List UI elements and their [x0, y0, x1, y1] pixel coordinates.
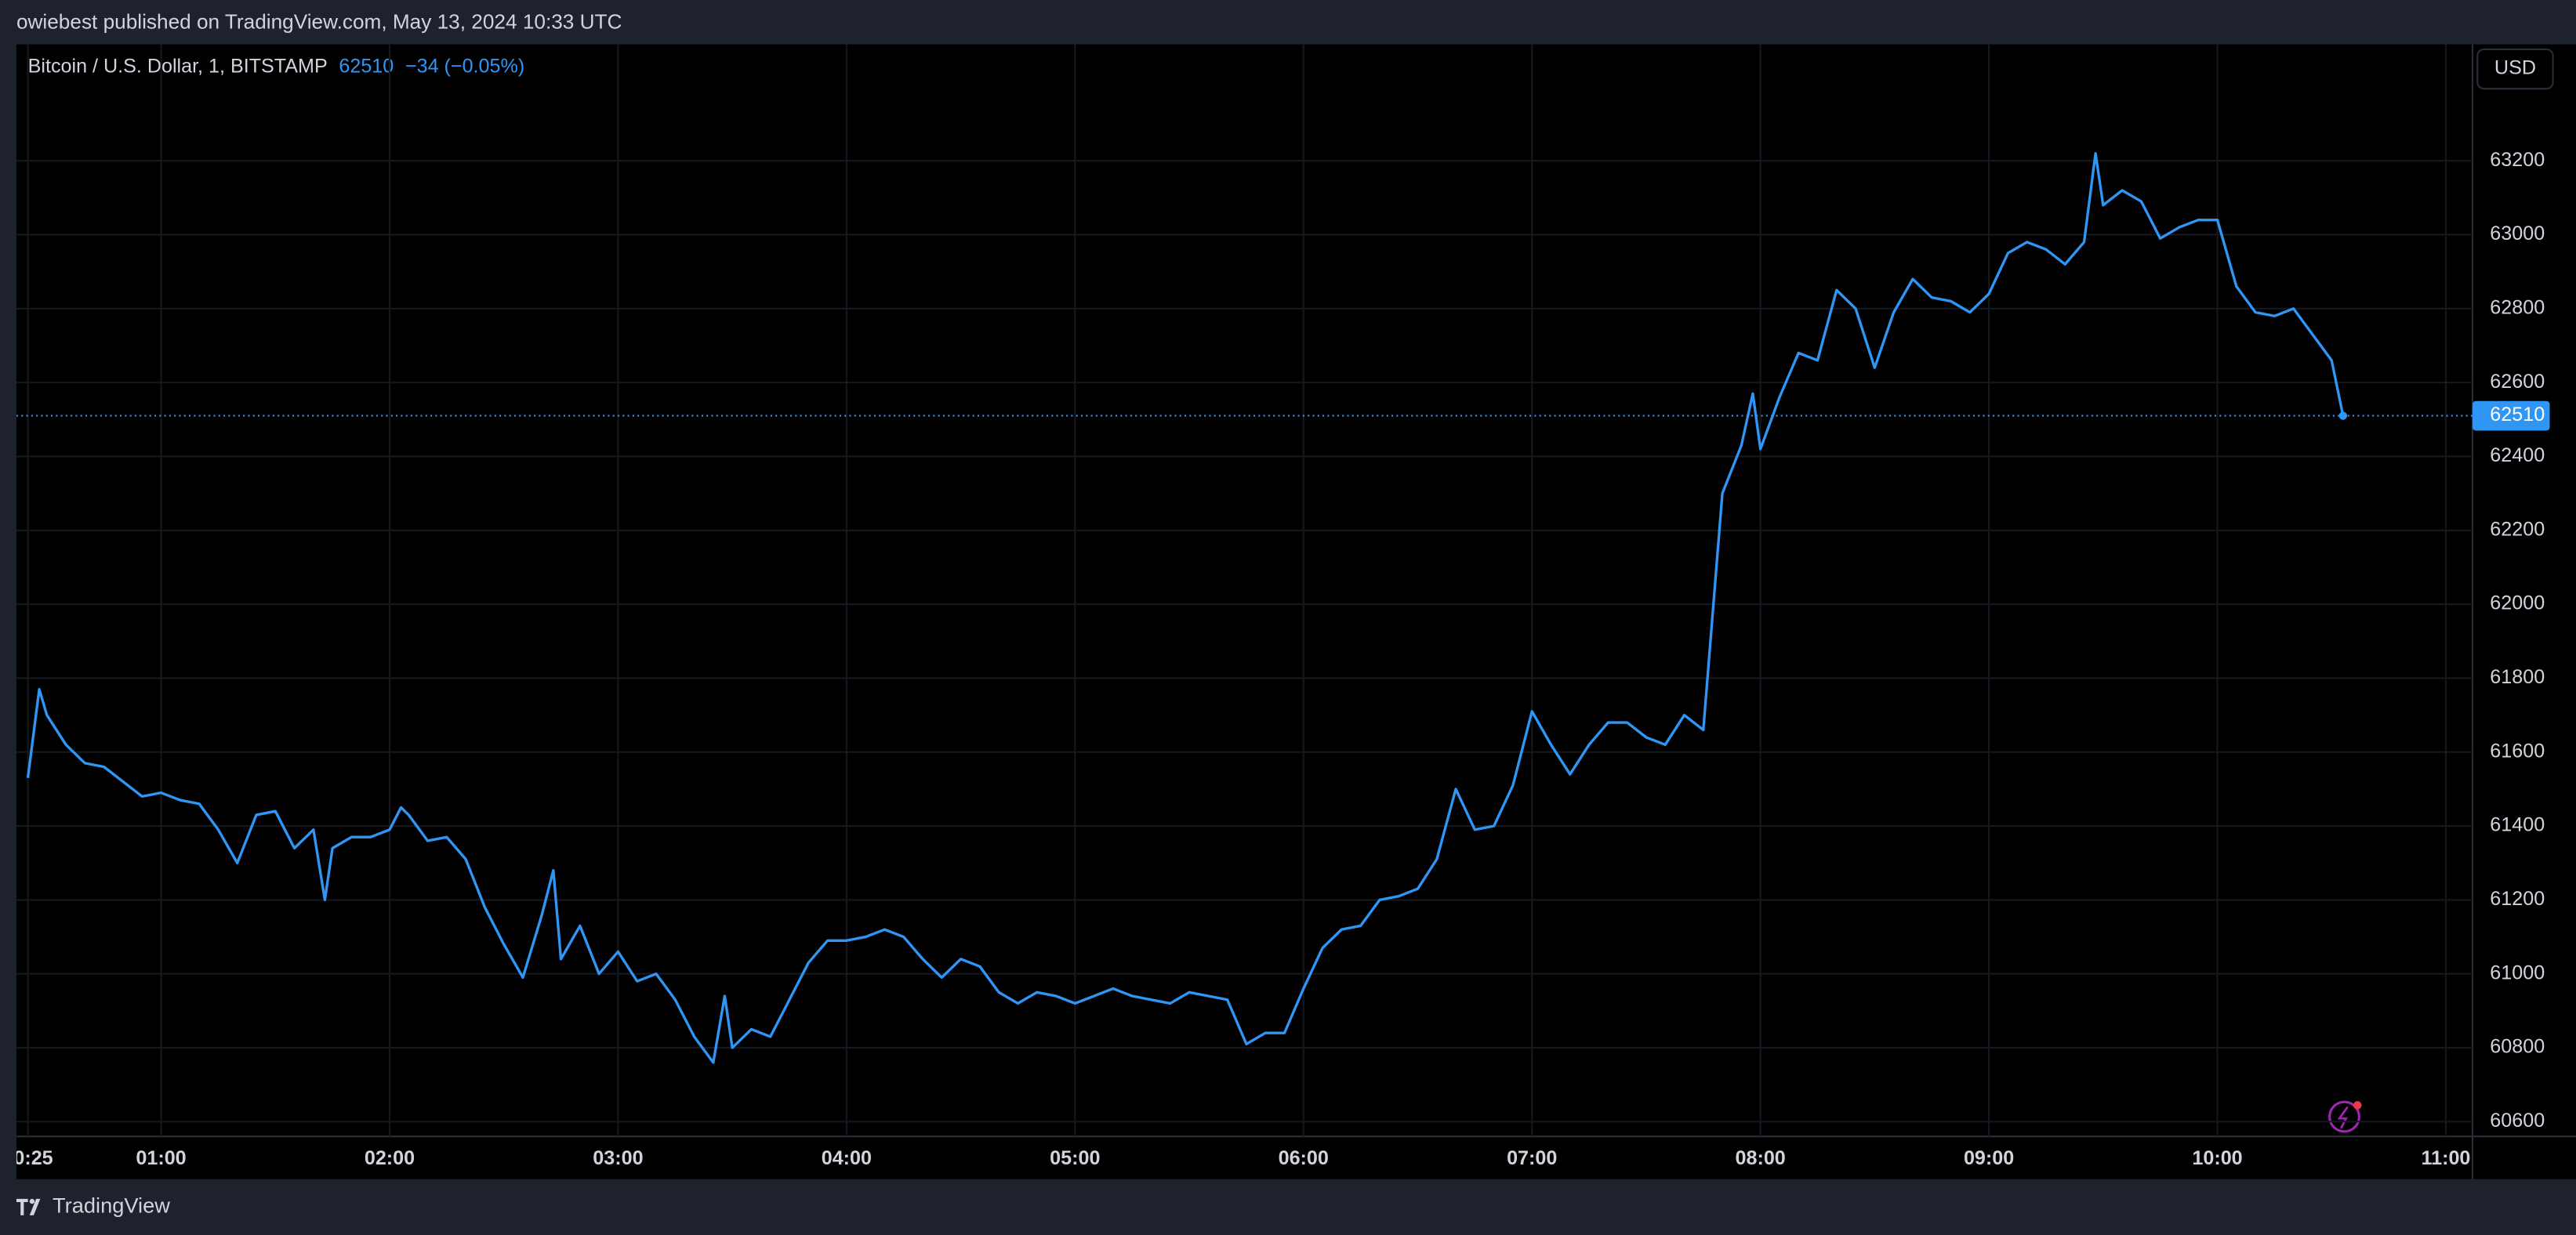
x-tick-label: 04:00 [822, 1147, 872, 1169]
x-tick-label: 06:00 [1279, 1147, 1329, 1169]
time-axis: 00:25 01:00 02:00 03:00 04:00 05:00 06:00 07:00… [2, 1147, 2471, 1169]
y-tick-label: 62400 [2490, 444, 2545, 466]
plot [16, 152, 2473, 1064]
price-axis: 60600 60800 61000 61200 61400 61600 61800 62000… [2472, 149, 2550, 1132]
chart-area [16, 44, 2576, 1179]
y-tick-label: 61800 [2490, 666, 2545, 688]
grid [16, 44, 2473, 1137]
y-tick-label: 63200 [2490, 149, 2545, 171]
price-line [26, 152, 2345, 1064]
last-price-tag [2472, 400, 2550, 431]
y-tick-label: 61200 [2490, 888, 2545, 910]
x-tick-label: 08:00 [1736, 1147, 1786, 1169]
last-price-label: 62510 [2490, 404, 2545, 426]
symbol[interactable]: Bitcoin / U.S. Dollar, 1, BITSTAMP [28, 56, 328, 78]
y-tick-label: 62200 [2490, 518, 2545, 540]
x-tick-label: 05:00 [1050, 1147, 1100, 1169]
y-tick-label: 62600 [2490, 371, 2545, 393]
last-price: 62510 [339, 56, 394, 78]
x-tick-label: 01:00 [136, 1147, 186, 1169]
x-tick-label: 09:00 [1964, 1147, 2014, 1169]
x-tick-label: 00:25 [2, 1147, 53, 1169]
x-tick-label: 03:00 [593, 1147, 643, 1169]
y-tick-label: 61400 [2490, 814, 2545, 836]
footer-logo [16, 1198, 41, 1215]
lightning-icon[interactable] [2328, 1100, 2362, 1133]
y-tick-label: 61600 [2490, 740, 2545, 762]
x-tick-label: 07:00 [1507, 1147, 1557, 1169]
y-tick-label: 62000 [2490, 592, 2545, 614]
x-tick-label: 11:00 [2422, 1147, 2471, 1169]
y-tick-label: 60600 [2490, 1110, 2545, 1132]
currency-button[interactable] [2476, 48, 2554, 90]
y-tick-label: 60800 [2490, 1036, 2545, 1058]
y-tick-label: 61000 [2490, 962, 2545, 983]
y-tick-label: 62800 [2490, 296, 2545, 318]
footer-brand[interactable]: TradingView [53, 1193, 170, 1218]
price-change: −34 (−0.05%) [405, 56, 524, 78]
currency-label[interactable]: USD [2494, 57, 2536, 79]
x-tick-label: 02:00 [365, 1147, 415, 1169]
publisher: owiebest published on TradingView.com, M… [16, 9, 622, 33]
x-tick-label: 10:00 [2192, 1147, 2242, 1169]
y-tick-label: 63000 [2490, 223, 2545, 244]
